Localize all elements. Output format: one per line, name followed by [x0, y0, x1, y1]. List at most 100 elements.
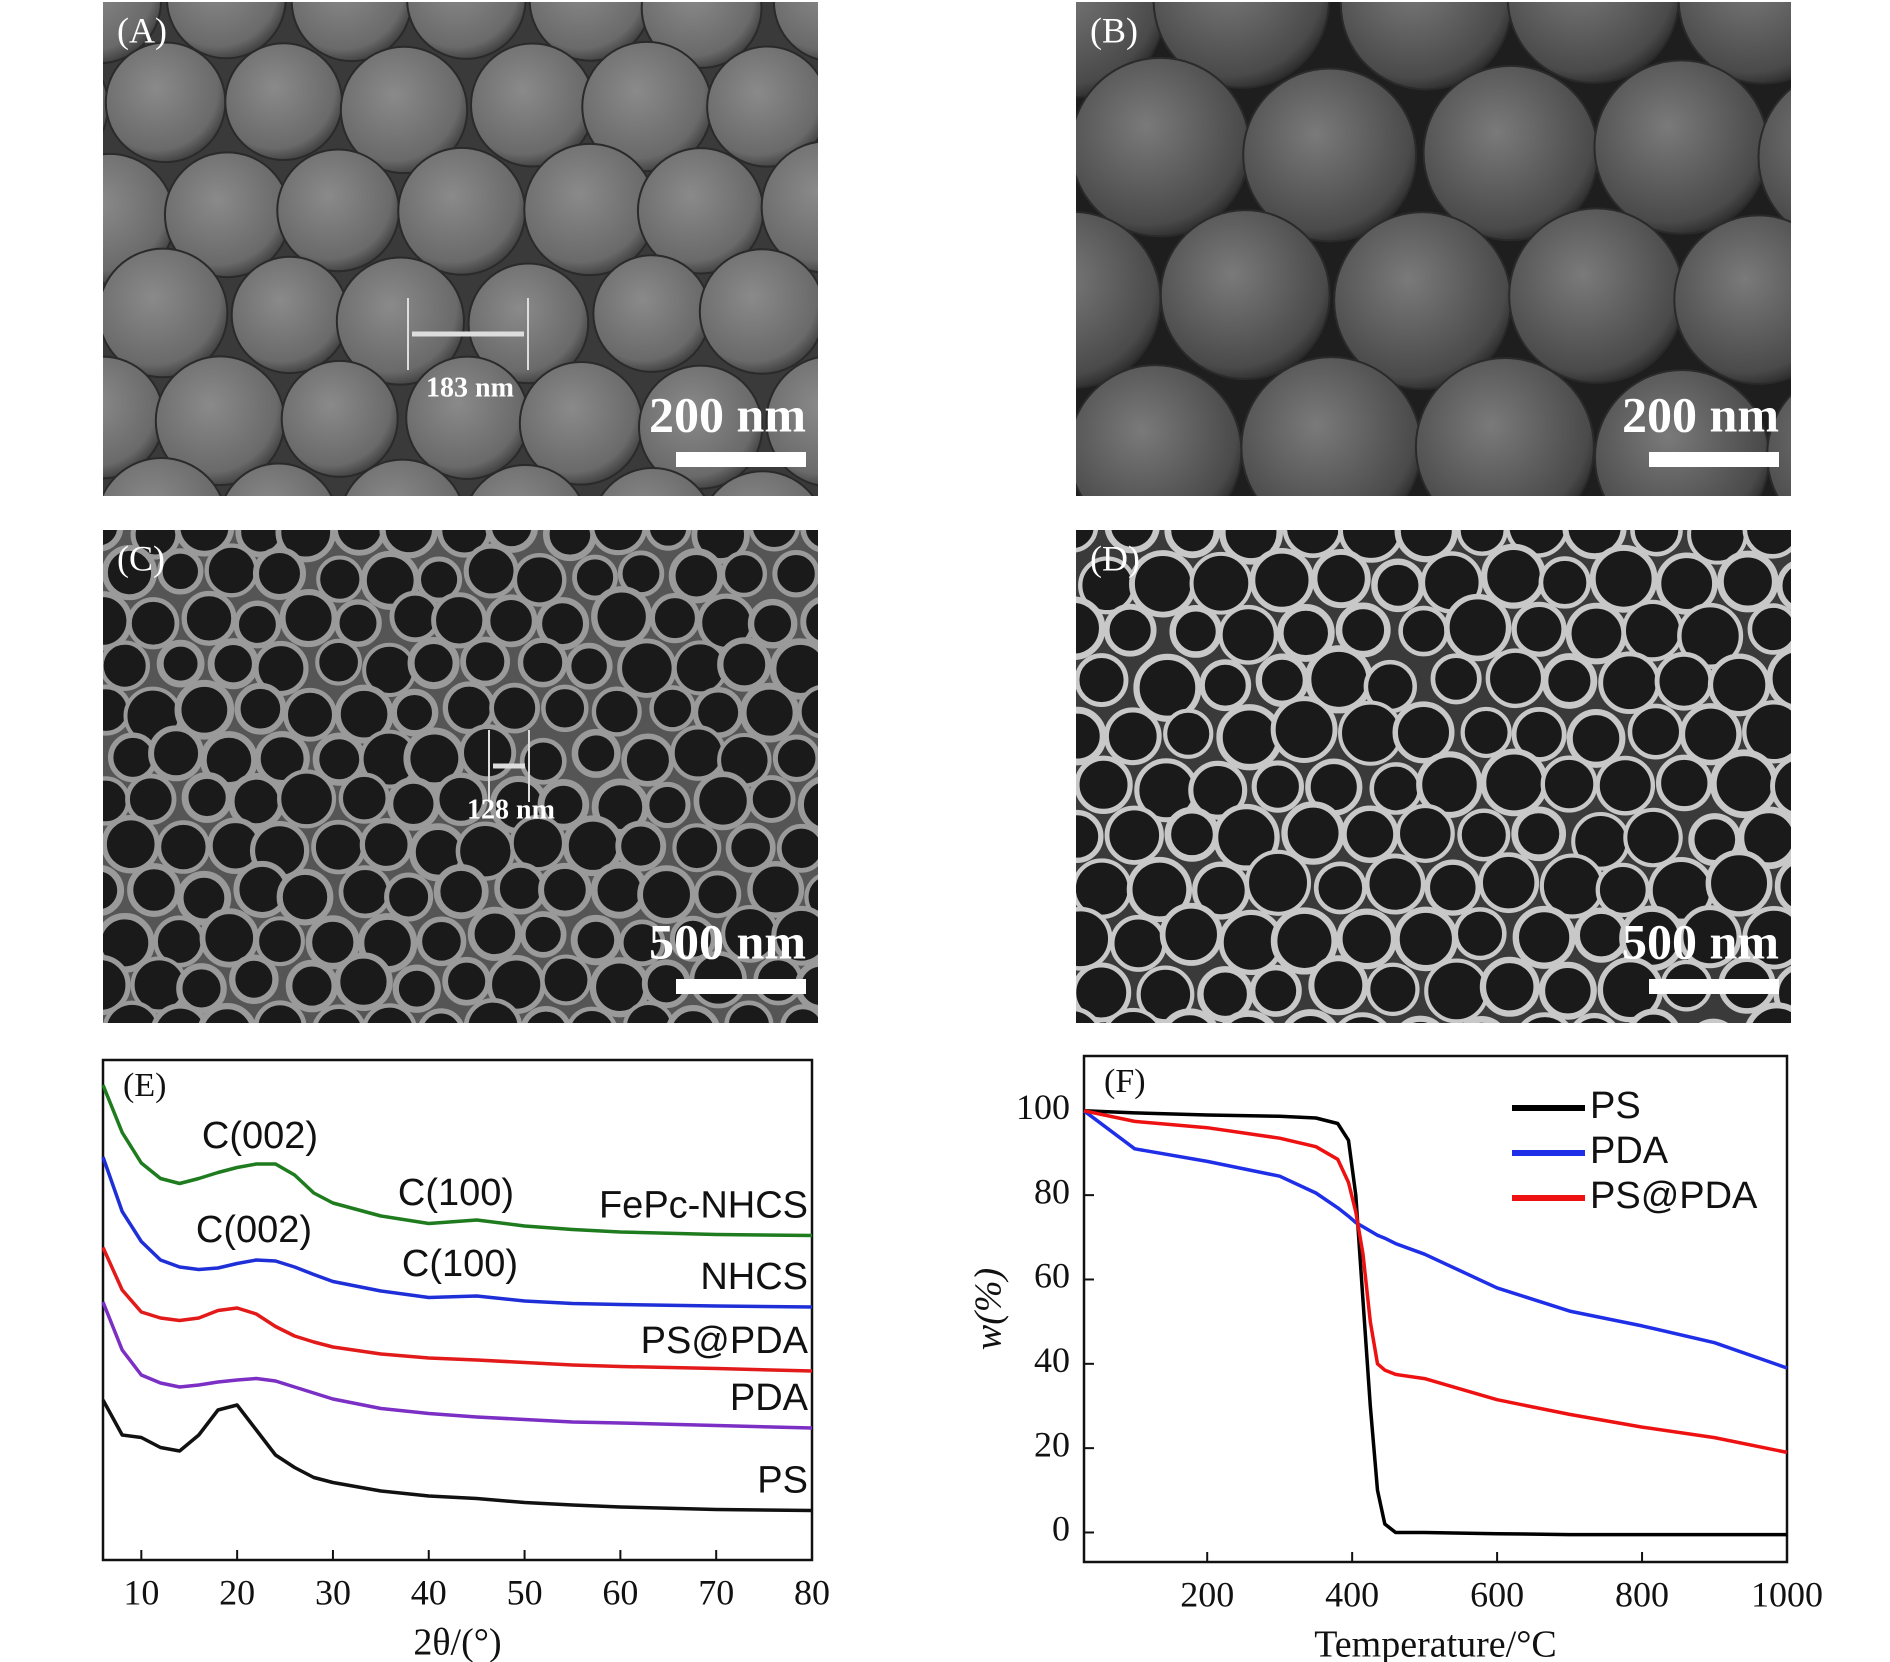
pore: [285, 959, 339, 1013]
pore: [1216, 704, 1283, 771]
pore: [1541, 653, 1598, 709]
pore: [459, 724, 517, 782]
pore: [1566, 708, 1626, 768]
pore: [1709, 749, 1779, 819]
pore: [1276, 604, 1335, 662]
pore: [1270, 696, 1338, 763]
x-tick-label: 800: [1615, 1574, 1669, 1614]
panel-label: (F): [1104, 1063, 1146, 1100]
pore: [1538, 556, 1591, 609]
sphere: [1076, 442, 1077, 466]
sphere: [528, 2, 653, 62]
panel-label: (A): [117, 10, 167, 50]
pore: [1479, 956, 1540, 1017]
pore: [1076, 596, 1106, 660]
pore: [1188, 760, 1248, 820]
pore: [1199, 659, 1252, 712]
sphere: [1414, 357, 1595, 496]
pore: [1364, 853, 1426, 915]
pore: [536, 597, 590, 651]
x-tick-label: 1000: [1751, 1574, 1823, 1614]
sphere: [1506, 2, 1680, 84]
sem-image: (B) 200 nm: [811, 0, 1791, 496]
x-tick-label: 20: [219, 1572, 255, 1612]
pore: [800, 530, 818, 552]
pore: [571, 728, 621, 778]
annotation: C(100): [402, 1243, 518, 1285]
pore: [1737, 806, 1791, 870]
pore: [1742, 700, 1791, 764]
pore: [1159, 902, 1223, 966]
sphere: [339, 45, 469, 175]
pore: [311, 819, 366, 875]
pore: [1480, 748, 1549, 817]
pore: [103, 865, 125, 916]
pore: [1164, 530, 1221, 559]
sphere: [1076, 56, 1251, 238]
pore: [103, 954, 131, 1016]
sem-content: [103, 530, 875, 1023]
sphere: [592, 254, 711, 373]
panel-label: (E): [123, 1067, 166, 1104]
sphere: [0, 357, 42, 477]
pore: [1076, 706, 1107, 766]
pore: [1076, 962, 1132, 1023]
pore: [1456, 530, 1508, 556]
pore: [1565, 602, 1628, 665]
series-line: [101, 1399, 813, 1513]
scale-bar-label: 500 nm: [649, 913, 806, 969]
pore: [1589, 544, 1658, 613]
pore: [1677, 602, 1744, 669]
pore: [825, 821, 875, 871]
x-tick-label: 40: [411, 1572, 447, 1612]
pore: [1076, 653, 1129, 707]
pore: [156, 820, 211, 874]
pore: [537, 778, 590, 831]
pore: [407, 637, 460, 690]
sphere: [711, 470, 815, 496]
sphere: [335, 256, 465, 386]
pore: [484, 594, 538, 648]
pore: [1338, 700, 1404, 766]
sphere: [698, 248, 818, 375]
sphere: [230, 255, 350, 375]
sphere: [1240, 356, 1423, 496]
pore: [392, 964, 441, 1013]
sphere: [1076, 364, 1243, 496]
legend-label: PDA: [1590, 1130, 1669, 1172]
sphere: [1076, 120, 1082, 183]
pore: [1104, 805, 1164, 865]
pore: [1401, 1015, 1440, 1023]
pore: [1335, 602, 1391, 658]
pore: [338, 865, 392, 919]
pore: [1453, 907, 1507, 961]
scale-bar-label: 200 nm: [1622, 386, 1779, 442]
y-tick-label: 60: [1034, 1256, 1070, 1296]
pore: [1393, 906, 1459, 972]
pore: [1109, 914, 1167, 972]
y-tick-label: 0: [1052, 1509, 1070, 1549]
pore: [1444, 593, 1512, 662]
sphere: [820, 0, 996, 94]
pore: [148, 725, 205, 782]
pore: [1338, 1012, 1387, 1023]
pore: [1416, 751, 1483, 818]
pore: [823, 638, 874, 689]
panel-label: (B): [1090, 10, 1138, 50]
pore: [772, 734, 818, 782]
sphere: [811, 209, 987, 385]
pore: [769, 638, 818, 700]
pore: [305, 915, 360, 970]
pore: [103, 684, 132, 736]
pore: [1521, 1012, 1569, 1023]
pore: [463, 543, 519, 599]
pore: [589, 530, 648, 556]
pore: [1341, 805, 1399, 864]
panel-label: (D): [1090, 538, 1140, 578]
series-label: NHCS: [700, 1256, 808, 1298]
pore: [644, 781, 691, 829]
pore: [538, 862, 592, 917]
pore: [332, 530, 387, 556]
pore: [1679, 703, 1742, 766]
